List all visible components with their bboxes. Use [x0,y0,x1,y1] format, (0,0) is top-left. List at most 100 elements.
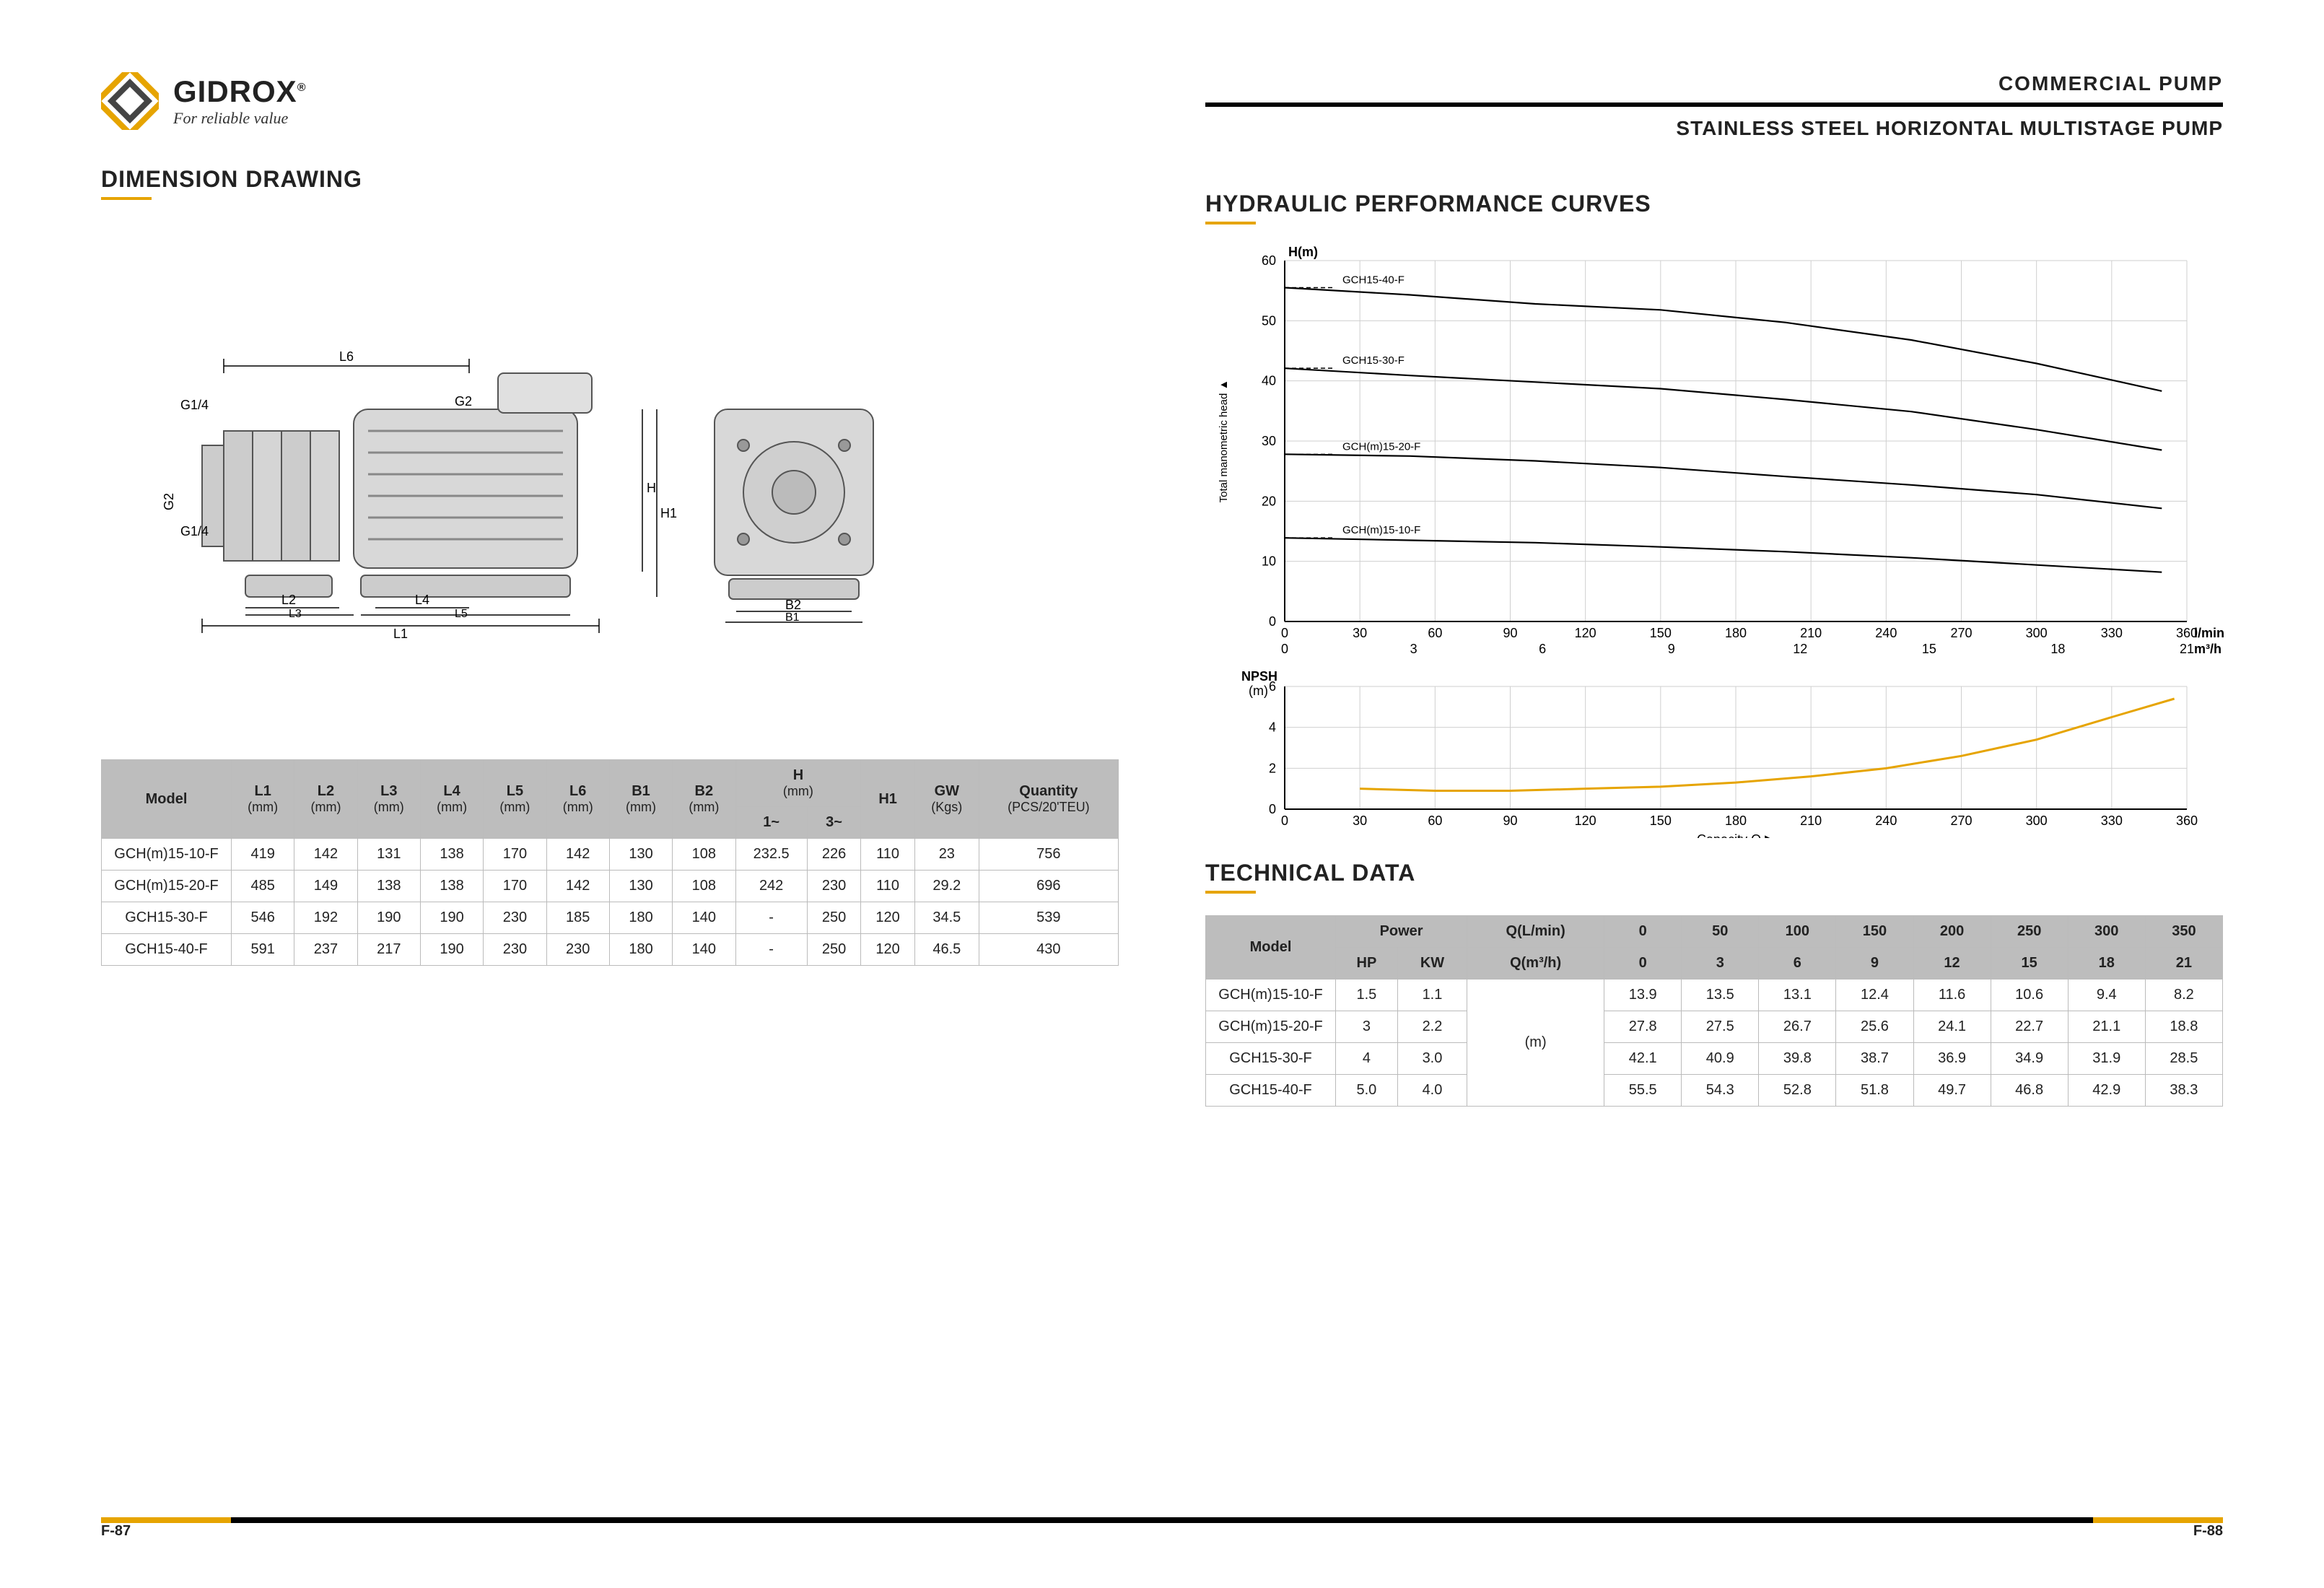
section-curves: HYDRAULIC PERFORMANCE CURVES [1205,191,2223,217]
dim-H1: H1 [660,506,677,520]
svg-text:30: 30 [1262,434,1276,448]
table-row: GCH(m)15-10-F1.51.1(m)13.913.513.112.411… [1206,980,2223,1011]
page-header-right: COMMERCIAL PUMP STAINLESS STEEL HORIZONT… [1205,72,2223,140]
header-line2: STAINLESS STEEL HORIZONTAL MULTISTAGE PU… [1205,117,2223,140]
svg-text:270: 270 [1950,813,1972,828]
svg-text:180: 180 [1725,626,1747,640]
svg-text:(m): (m) [1249,684,1268,698]
section-tech: TECHNICAL DATA [1205,860,2223,886]
svg-text:18: 18 [2050,642,2065,656]
svg-text:120: 120 [1575,626,1596,640]
dim-G14b: G1/4 [180,524,209,538]
logo-icon [101,72,159,130]
svg-text:H(m): H(m) [1288,245,1318,259]
svg-text:40: 40 [1262,374,1276,388]
svg-text:240: 240 [1875,813,1897,828]
table-row: GCH15-40-F5.04.055.554.352.851.849.746.8… [1206,1075,2223,1107]
page-right: F-88 [2193,1523,2223,1540]
svg-text:15: 15 [1922,642,1936,656]
right-page: COMMERCIAL PUMP STAINLESS STEEL HORIZONT… [1205,72,2223,1545]
svg-text:300: 300 [2026,813,2048,828]
svg-text:12: 12 [1793,642,1807,656]
svg-text:60: 60 [1428,813,1442,828]
svg-text:Capacity Q ▶: Capacity Q ▶ [1697,832,1775,838]
table-row: GCH(m)15-20-F485149138138170142130108242… [102,871,1119,902]
dimension-table: Model L1(mm) L2(mm) L3(mm) L4(mm) L5(mm)… [101,759,1119,966]
dim-G2b: G2 [162,493,176,510]
logo-tagline: For reliable value [173,109,306,128]
svg-text:60: 60 [1262,253,1276,268]
svg-text:GCH(m)15-10-F: GCH(m)15-10-F [1342,524,1420,536]
svg-text:90: 90 [1503,626,1517,640]
svg-text:Total manometric head ▲: Total manometric head ▲ [1218,380,1230,503]
dim-L3: L3 [289,608,302,620]
svg-text:240: 240 [1875,626,1897,640]
svg-text:210: 210 [1800,626,1822,640]
footer-rule [101,1517,2223,1523]
svg-text:360: 360 [2176,813,2198,828]
svg-text:9: 9 [1668,642,1675,656]
dim-L6: L6 [339,349,354,364]
svg-text:4: 4 [1269,720,1276,735]
section-underline [101,197,152,200]
logo-brand: GIDROX® [173,74,306,109]
performance-chart: 0102030405060024600303060609090120120150… [1205,239,2223,838]
svg-text:GCH15-30-F: GCH15-30-F [1342,354,1405,367]
svg-text:0: 0 [1281,813,1288,828]
table-row: GCH(m)15-20-F32.227.827.526.725.624.122.… [1206,1011,2223,1043]
table-row: GCH15-40-F591237217190230230180140-25012… [102,934,1119,966]
svg-text:10: 10 [1262,554,1276,569]
section-dimension-drawing: DIMENSION DRAWING [101,166,1119,193]
svg-text:NPSH: NPSH [1241,669,1277,684]
svg-text:l/min: l/min [2194,626,2224,640]
svg-text:m³/h: m³/h [2194,642,2222,656]
svg-text:30: 30 [1353,626,1367,640]
svg-text:330: 330 [2101,813,2123,828]
table-row: GCH(m)15-10-F419142131138170142130108232… [102,839,1119,871]
dim-G2a: G2 [455,394,472,409]
header-line1: COMMERCIAL PUMP [1205,72,2223,95]
svg-text:300: 300 [2026,626,2048,640]
svg-text:0: 0 [1269,614,1276,629]
svg-text:6: 6 [1539,642,1546,656]
svg-text:0: 0 [1269,802,1276,816]
svg-text:150: 150 [1650,626,1672,640]
dim-B1: B1 [785,611,800,624]
dimension-drawing: L6 G1/4 G2 G2 G1/4 L2 L3 L4 L5 L1 H H1 B… [137,287,931,676]
logo: GIDROX® For reliable value [101,72,1119,130]
technical-table: Model Power Q(L/min) 0 50 100 150 200 25… [1205,915,2223,1107]
svg-text:60: 60 [1428,626,1442,640]
svg-text:2: 2 [1269,761,1276,775]
section-underline [1205,891,1256,894]
svg-text:0: 0 [1281,626,1288,640]
left-page: GIDROX® For reliable value DIMENSION DRA… [101,72,1119,1545]
svg-text:270: 270 [1950,626,1972,640]
svg-text:GCH15-40-F: GCH15-40-F [1342,274,1405,287]
svg-text:50: 50 [1262,313,1276,328]
svg-text:20: 20 [1262,494,1276,508]
dim-L5: L5 [455,608,468,620]
svg-text:210: 210 [1800,813,1822,828]
svg-text:330: 330 [2101,626,2123,640]
svg-text:3: 3 [1410,642,1417,656]
section-underline [1205,222,1256,224]
dim-B2: B2 [785,598,801,612]
dim-H: H [647,481,656,495]
svg-text:21: 21 [2180,642,2194,656]
dim-L1: L1 [393,627,408,641]
dim-L2: L2 [281,593,296,607]
table-row: GCH15-30-F546192190190230185180140-25012… [102,902,1119,934]
dim-G14a: G1/4 [180,398,209,412]
table-row: GCH15-30-F43.042.140.939.838.736.934.931… [1206,1043,2223,1075]
svg-text:GCH(m)15-20-F: GCH(m)15-20-F [1342,440,1420,453]
svg-text:30: 30 [1353,813,1367,828]
svg-text:120: 120 [1575,813,1596,828]
page-left: F-87 [101,1523,131,1540]
footer: F-87 F-88 [101,1523,2223,1545]
th-model: Model [102,760,232,839]
svg-text:150: 150 [1650,813,1672,828]
svg-text:0: 0 [1281,642,1288,656]
dim-L4: L4 [415,593,429,607]
svg-text:90: 90 [1503,813,1517,828]
svg-text:180: 180 [1725,813,1747,828]
